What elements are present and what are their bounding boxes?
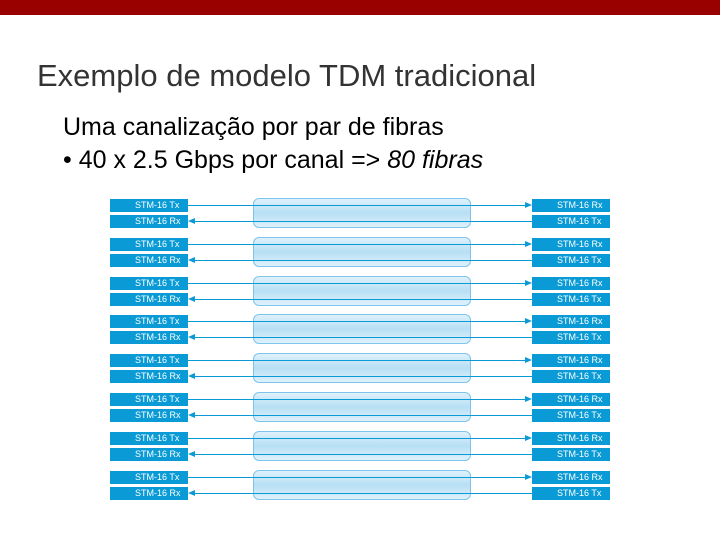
- fiber-line-stroke: [194, 299, 532, 300]
- arrow-icon: [525, 241, 532, 247]
- left-port-label: STM-16 Rx: [110, 487, 188, 500]
- right-port-label: STM-16 Tx: [532, 293, 610, 306]
- left-port-label: STM-16 Rx: [110, 215, 188, 228]
- fiber-line-stroke: [194, 415, 532, 416]
- fiber-pair-conduit: [253, 314, 471, 344]
- arrow-icon: [525, 318, 532, 324]
- right-port-label: STM-16 Rx: [532, 354, 610, 367]
- left-port-label: STM-16 Rx: [110, 293, 188, 306]
- slide-title: Exemplo de modelo TDM tradicional: [37, 58, 537, 93]
- arrow-icon: [188, 296, 195, 302]
- fiber-line-stroke: [194, 337, 532, 338]
- bullet-line-2-emphasis: 80 fibras: [387, 146, 484, 174]
- right-port-label: STM-16 Tx: [532, 448, 610, 461]
- fiber-line-reverse: [188, 448, 532, 461]
- fiber-line-forward: [188, 315, 532, 328]
- arrow-icon: [188, 490, 195, 496]
- fiber-line-reverse: [188, 331, 532, 344]
- left-port-label: STM-16 Tx: [110, 471, 188, 484]
- fiber-line-stroke: [194, 493, 532, 494]
- right-port-label: STM-16 Tx: [532, 331, 610, 344]
- fiber-line-forward: [188, 432, 532, 445]
- left-port-label: STM-16 Rx: [110, 331, 188, 344]
- fiber-line-stroke: [188, 399, 526, 400]
- fiber-pair-conduit: [253, 276, 471, 306]
- bullet-line-1: Uma canalização por par de fibras: [63, 113, 444, 141]
- arrow-icon: [525, 202, 532, 208]
- arrow-icon: [188, 334, 195, 340]
- right-port-label: STM-16 Tx: [532, 409, 610, 422]
- left-port-label: STM-16 Tx: [110, 432, 188, 445]
- right-port-label: STM-16 Tx: [532, 254, 610, 267]
- arrow-icon: [525, 474, 532, 480]
- fiber-line-forward: [188, 277, 532, 290]
- fiber-pair-conduit: [253, 198, 471, 228]
- left-port-label: STM-16 Rx: [110, 254, 188, 267]
- right-port-label: STM-16 Rx: [532, 471, 610, 484]
- right-port-label: STM-16 Rx: [532, 432, 610, 445]
- arrow-icon: [188, 451, 195, 457]
- fiber-line-reverse: [188, 215, 532, 228]
- fiber-line-stroke: [188, 244, 526, 245]
- right-port-label: STM-16 Rx: [532, 238, 610, 251]
- fiber-pair-conduit: [253, 431, 471, 461]
- fiber-diagram: STM-16 Tx STM-16 Rx STM-16 Rx STM-16 Tx STM-…: [110, 198, 610, 500]
- fiber-line-stroke: [188, 321, 526, 322]
- fiber-line-reverse: [188, 293, 532, 306]
- right-port-label: STM-16 Rx: [532, 199, 610, 212]
- left-port-label: STM-16 Rx: [110, 409, 188, 422]
- fiber-line-forward: [188, 471, 532, 484]
- fiber-line-stroke: [188, 438, 526, 439]
- fiber-line-forward: [188, 354, 532, 367]
- fiber-line-forward: [188, 393, 532, 406]
- arrow-icon: [525, 280, 532, 286]
- right-port-label: STM-16 Rx: [532, 315, 610, 328]
- arrow-icon: [525, 396, 532, 402]
- left-port-label: STM-16 Tx: [110, 277, 188, 290]
- left-port-label: STM-16 Rx: [110, 448, 188, 461]
- fiber-line-forward: [188, 199, 532, 212]
- top-accent-bar: [0, 0, 720, 15]
- fiber-pair-conduit: [253, 392, 471, 422]
- left-port-label: STM-16 Tx: [110, 354, 188, 367]
- arrow-icon: [188, 257, 195, 263]
- right-port-label: STM-16 Rx: [532, 393, 610, 406]
- fiber-line-stroke: [194, 260, 532, 261]
- fiber-line-stroke: [194, 376, 532, 377]
- arrow-icon: [188, 218, 195, 224]
- fiber-line-reverse: [188, 487, 532, 500]
- fiber-line-stroke: [194, 221, 532, 222]
- left-port-label: STM-16 Tx: [110, 238, 188, 251]
- arrow-icon: [525, 435, 532, 441]
- right-port-label: STM-16 Tx: [532, 370, 610, 383]
- arrow-icon: [188, 412, 195, 418]
- left-port-label: STM-16 Tx: [110, 393, 188, 406]
- bullet-line-2-text: • 40 x 2.5 Gbps por canal =>: [63, 146, 388, 174]
- bullet-line-2: • 40 x 2.5 Gbps por canal => 80 fibras: [63, 146, 483, 175]
- arrow-icon: [188, 373, 195, 379]
- right-port-label: STM-16 Tx: [532, 487, 610, 500]
- fiber-line-reverse: [188, 370, 532, 383]
- fiber-line-stroke: [188, 360, 526, 361]
- fiber-pair-conduit: [253, 353, 471, 383]
- right-port-label: STM-16 Tx: [532, 215, 610, 228]
- arrow-icon: [525, 357, 532, 363]
- fiber-line-reverse: [188, 409, 532, 422]
- fiber-pair-conduit: [253, 237, 471, 267]
- fiber-line-reverse: [188, 254, 532, 267]
- fiber-line-stroke: [194, 454, 532, 455]
- right-port-label: STM-16 Rx: [532, 277, 610, 290]
- fiber-line-stroke: [188, 205, 526, 206]
- fiber-line-stroke: [188, 477, 526, 478]
- left-port-label: STM-16 Tx: [110, 199, 188, 212]
- left-port-label: STM-16 Tx: [110, 315, 188, 328]
- fiber-line-forward: [188, 238, 532, 251]
- fiber-line-stroke: [188, 283, 526, 284]
- fiber-pair-conduit: [253, 470, 471, 500]
- left-port-label: STM-16 Rx: [110, 370, 188, 383]
